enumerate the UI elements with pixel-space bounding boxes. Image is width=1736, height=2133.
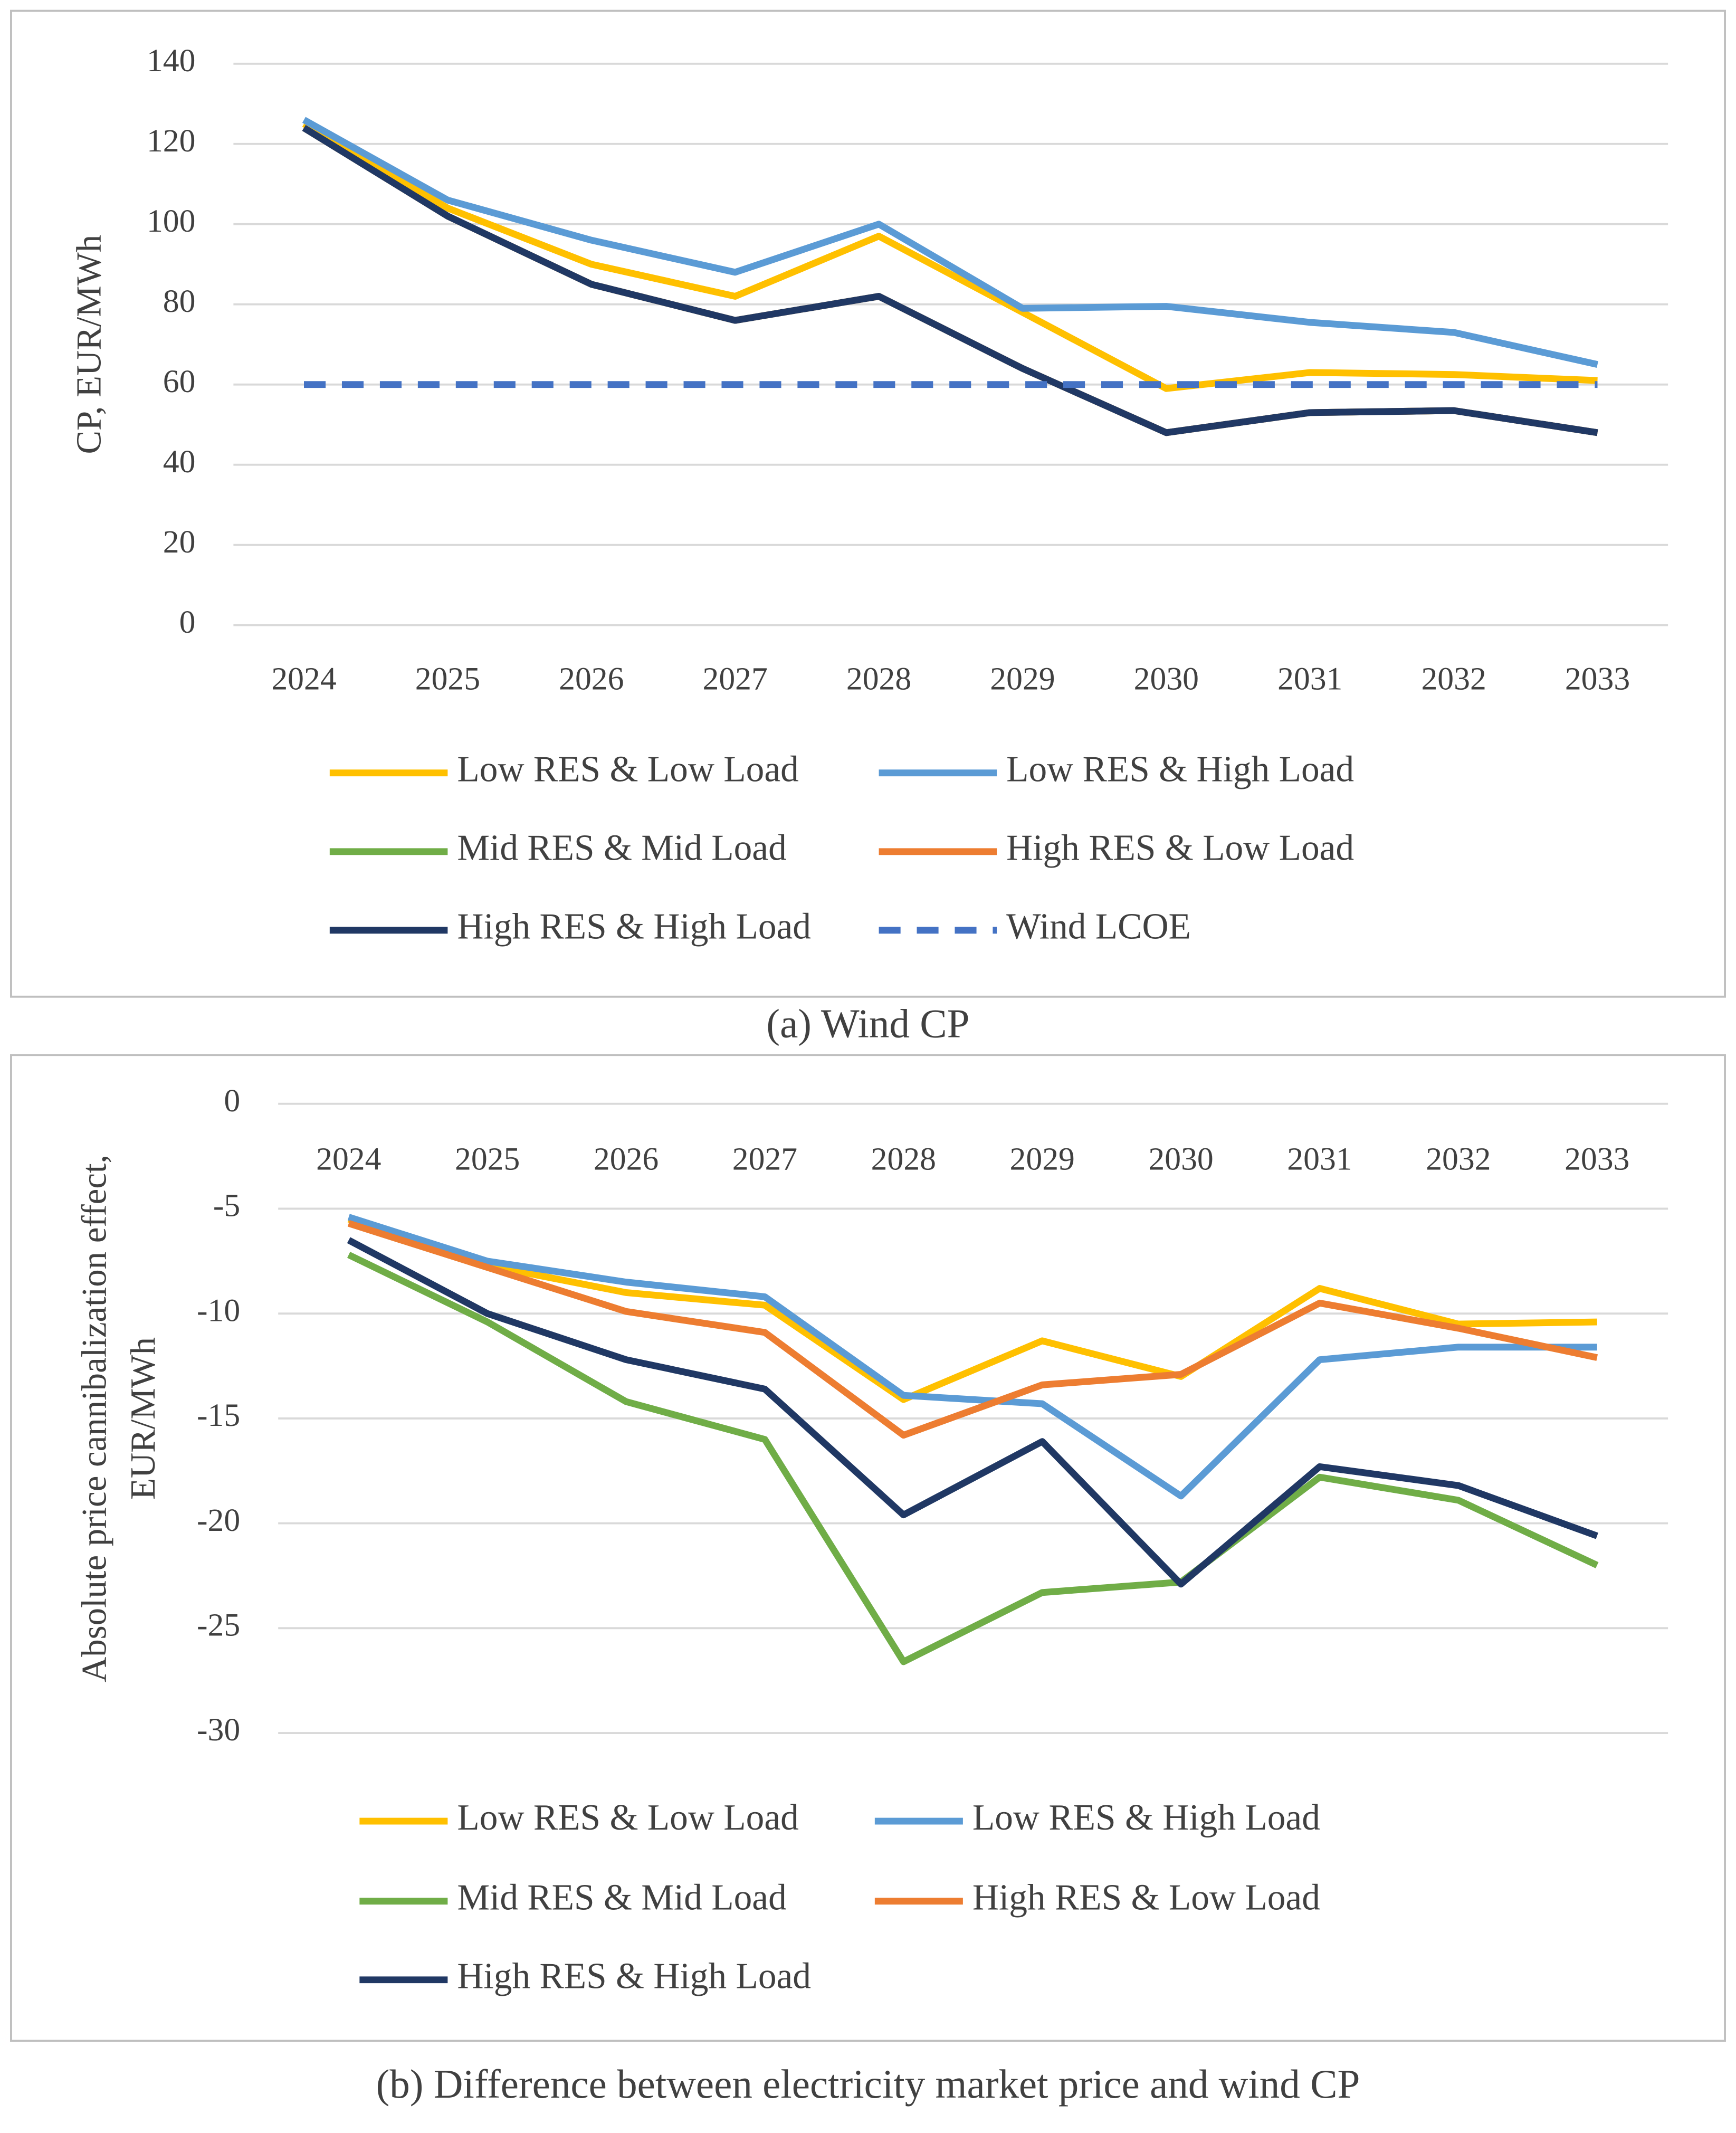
y-tick-label: 80 [163,283,196,319]
series-line [302,121,1598,392]
legend-label: Low RES & Low Load [457,1797,798,1838]
x-tick-label: 2029 [990,661,1055,697]
chart-frame [10,9,1726,998]
y-tick-label: -10 [197,1292,240,1328]
x-tick-label: 2030 [1148,1141,1213,1177]
x-tick-label: 2024 [316,1141,381,1177]
legend-label: Mid RES & Mid Load [457,828,786,869]
y-tick-label: -30 [197,1712,240,1748]
x-tick-label: 2028 [846,661,911,697]
series-line [347,1252,1599,1665]
y-tick-label: -20 [197,1502,240,1538]
caption: (a) Wind CP [766,1001,969,1046]
x-tick-label: 2031 [1287,1141,1352,1177]
series-line [347,1237,1598,1588]
x-tick-label: 2033 [1565,1141,1629,1177]
x-tick-label: 2031 [1277,661,1342,697]
legend-label: High RES & High Load [457,907,811,947]
x-tick-label: 2027 [732,1141,797,1177]
x-tick-label: 2026 [559,661,624,697]
legend-label: Mid RES & Mid Load [457,1878,786,1918]
legend-label: High RES & Low Load [1006,828,1354,869]
y-tick-label: 140 [147,43,195,79]
x-tick-label: 2030 [1134,661,1199,697]
legend-label: Low RES & High Load [1006,749,1354,790]
y-tick-label: 0 [224,1083,240,1119]
legend-label: Wind LCOE [1006,907,1191,947]
y-tick-label: -15 [197,1397,240,1433]
y-tick-label: -5 [213,1188,240,1224]
y-tick-label: 20 [163,524,196,560]
y-tick-label: 40 [163,444,196,480]
x-tick-label: 2029 [1010,1141,1075,1177]
x-tick-label: 2027 [703,661,768,697]
x-tick-label: 2032 [1426,1141,1491,1177]
series-line [347,1216,1597,1403]
y-tick-label: -25 [197,1607,240,1643]
y-axis-title: EUR/MWh [123,1337,163,1500]
x-tick-label: 2025 [415,661,480,697]
series-line [347,1214,1597,1500]
legend-label: Low RES & Low Load [457,749,798,790]
x-tick-label: 2024 [271,661,336,697]
x-tick-label: 2025 [455,1141,520,1177]
series-line [302,125,1598,436]
series-line [302,117,1598,368]
series-line [347,1220,1598,1439]
y-tick-label: 100 [147,203,195,239]
y-tick-label: 60 [163,364,196,399]
x-tick-label: 2032 [1421,661,1486,697]
x-tick-label: 2033 [1565,661,1630,697]
x-tick-label: 2026 [594,1141,659,1177]
y-tick-label: 0 [179,604,196,640]
chart-frame [10,1054,1726,2042]
legend-label: High RES & Low Load [972,1878,1320,1918]
y-axis-title: CP, EUR/MWh [69,235,108,454]
y-tick-label: 120 [147,123,195,159]
caption: (b) Difference between electricity marke… [376,2061,1360,2107]
legend-label: High RES & High Load [457,1956,811,1997]
y-axis-title: Absolute price cannibalization effect, [75,1155,114,1682]
x-tick-label: 2028 [871,1141,936,1177]
legend-label: Low RES & High Load [972,1797,1320,1838]
